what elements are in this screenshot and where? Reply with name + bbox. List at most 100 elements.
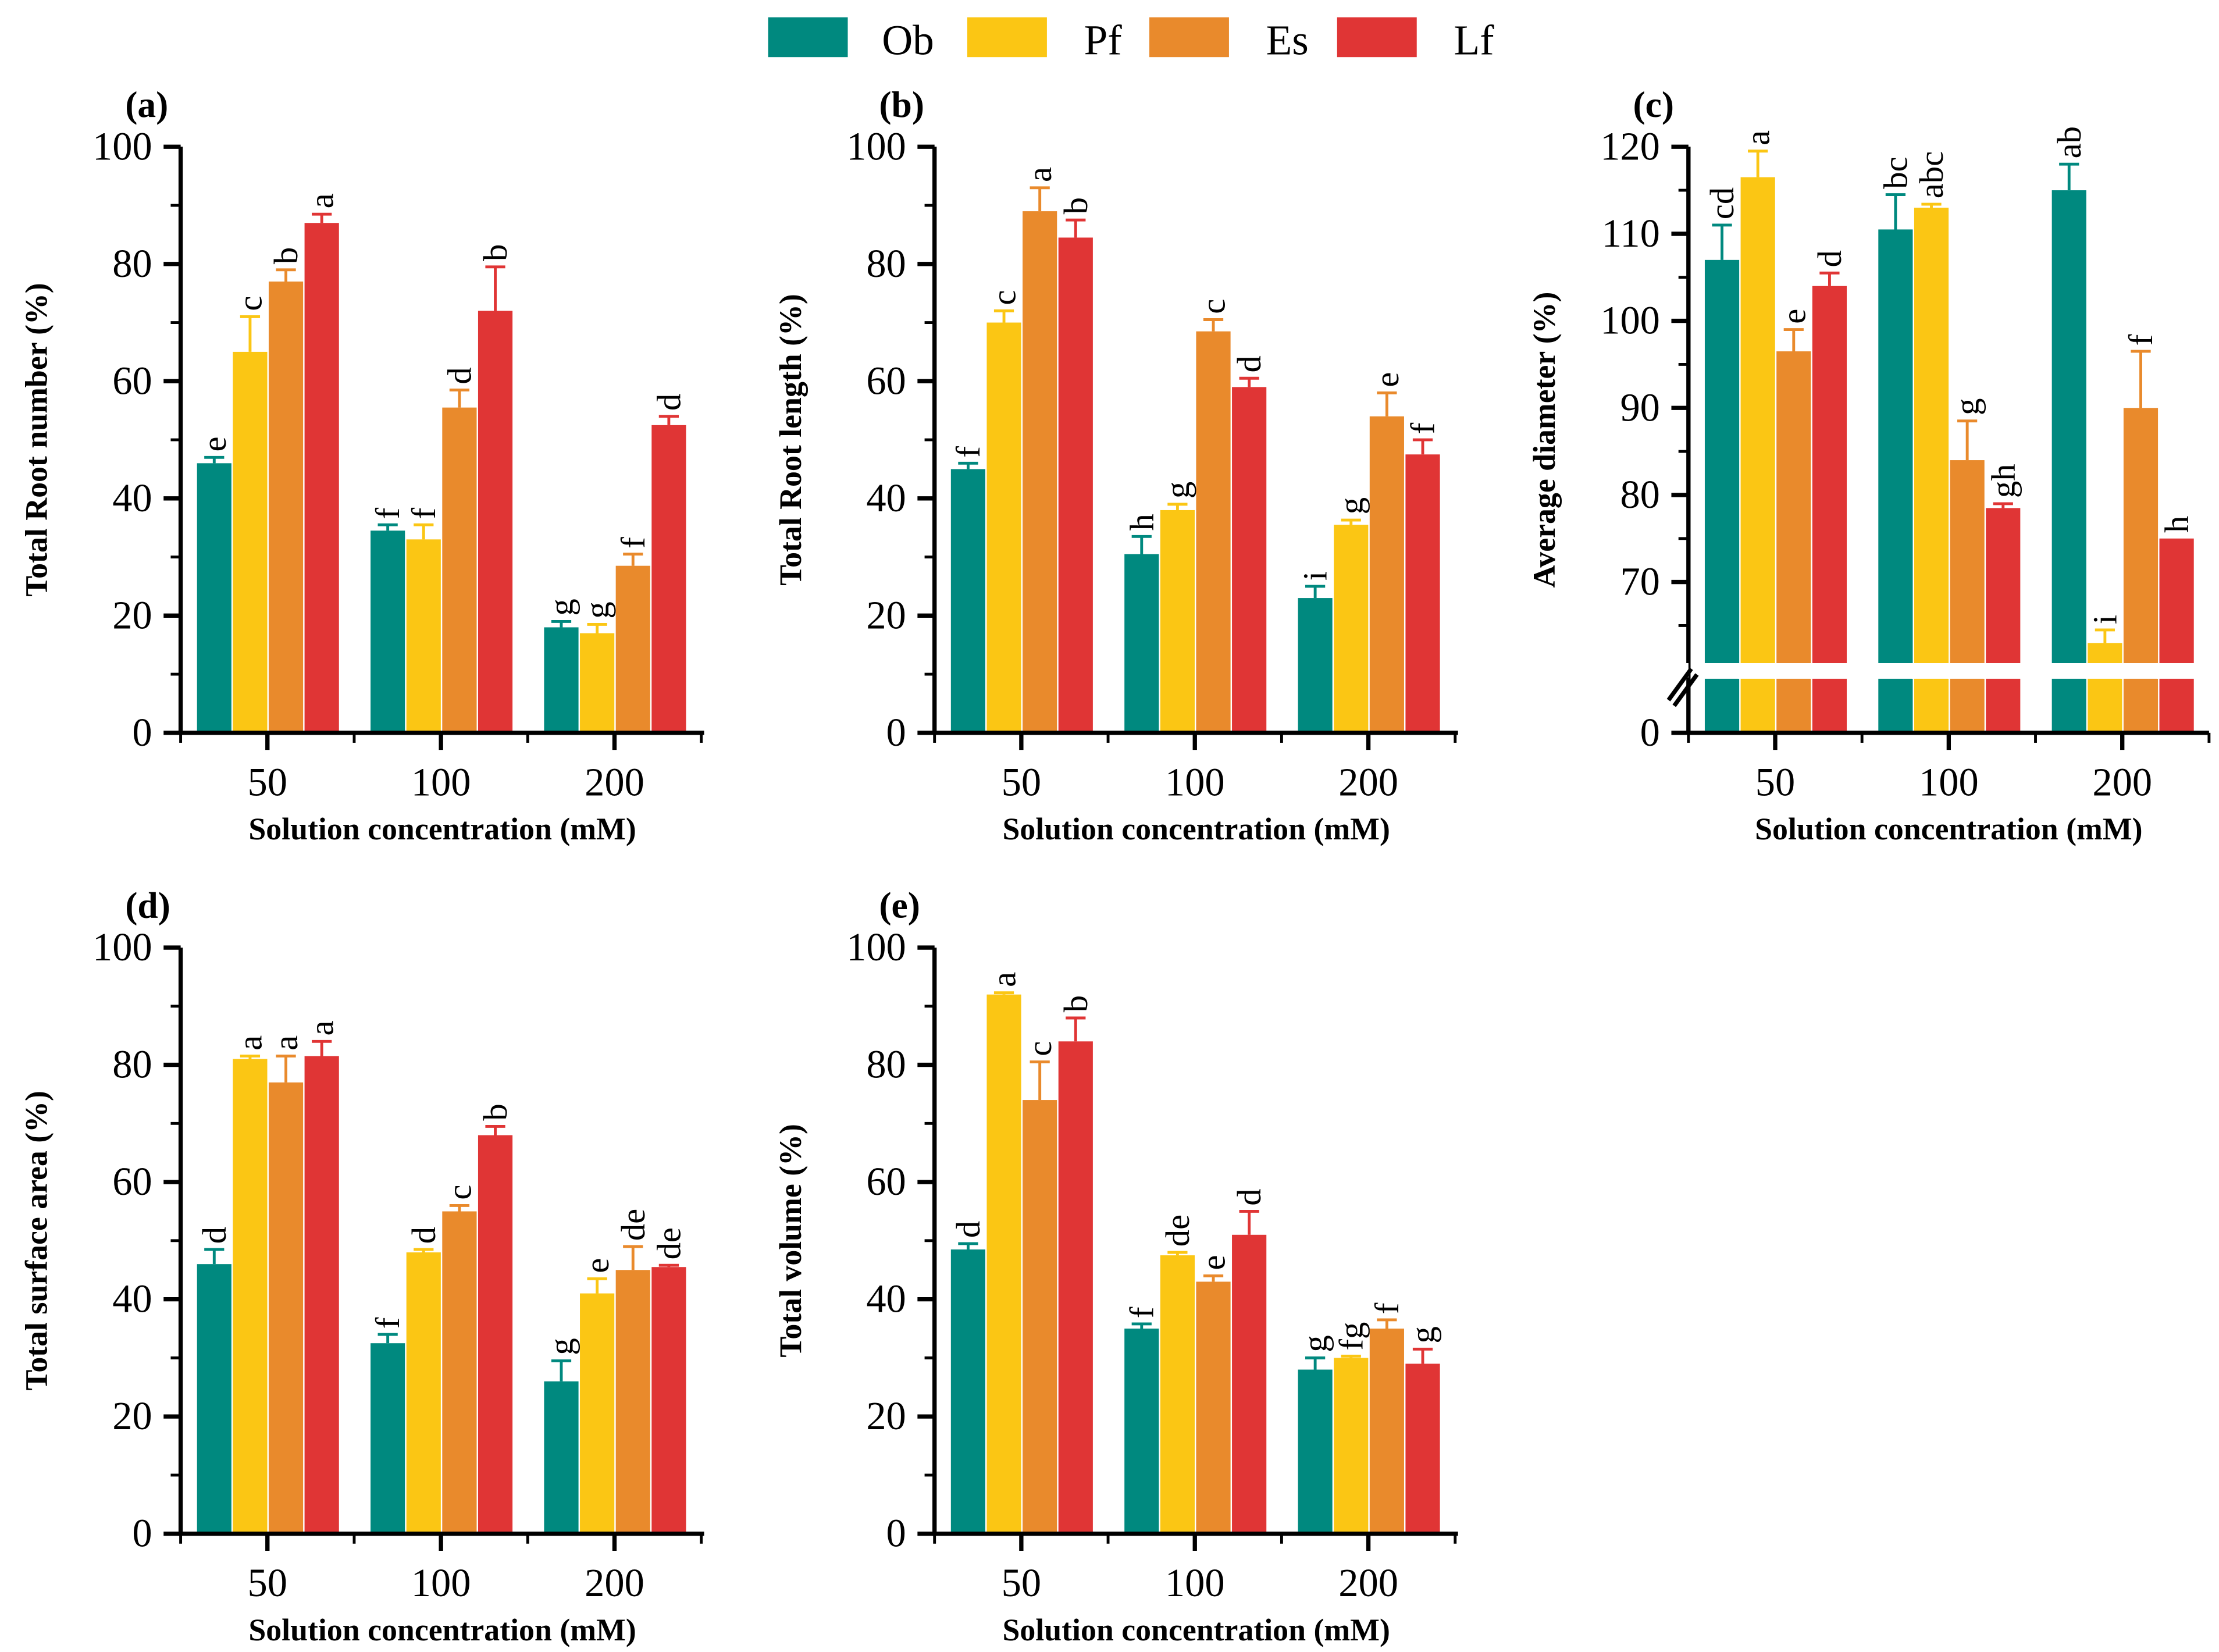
bar-lf-200: [1405, 1363, 1440, 1534]
axis-break-gap: [1983, 663, 2022, 679]
x-tick-label: 50: [1002, 760, 1041, 804]
significance-letter: g: [543, 1338, 580, 1355]
bar-lf-100: [1232, 387, 1267, 733]
significance-letter: b: [476, 1103, 514, 1120]
bar-es-50: [1023, 1100, 1057, 1534]
bar-pf-100: [1160, 1255, 1195, 1534]
bar-pf-200: [1334, 525, 1369, 733]
significance-letter: f: [405, 507, 443, 519]
axis-break-gap: [2157, 663, 2196, 679]
bar-ob-100: [1124, 1328, 1159, 1534]
significance-letter: d: [949, 1221, 987, 1238]
y-tick-label: 70: [1620, 560, 1659, 604]
y-tick-label: 40: [866, 476, 906, 520]
significance-letter: g: [1404, 1326, 1442, 1343]
y-tick-label: 100: [846, 925, 906, 969]
panel-b: (b) f h i c g g a c e b d f 0 20 40 60 80 100 50 100 200 Solut…: [773, 84, 1458, 846]
axis-break-gap: [1876, 663, 1915, 679]
y-tick-label: 80: [866, 241, 906, 286]
bar-pf-50: [986, 322, 1021, 733]
y-axis-title: Total Root number (%): [19, 283, 54, 597]
significance-letter: e: [1195, 1255, 1233, 1270]
significance-letter: e: [195, 436, 233, 451]
legend-label-ob: Ob: [882, 16, 934, 63]
legend-label-lf: Lf: [1454, 16, 1494, 63]
axis-break-gap: [1774, 663, 1813, 679]
bar-ob-50: [197, 1264, 231, 1534]
legend-label-es: Es: [1266, 16, 1309, 63]
x-axis-title: Solution concentration (mM): [248, 811, 636, 846]
bar-es-100: [1950, 460, 1985, 733]
bar-es-200: [1369, 1328, 1404, 1534]
significance-letter: a: [303, 1020, 341, 1035]
bar-es-50: [268, 282, 304, 733]
panel-label: (c): [1633, 84, 1674, 125]
significance-letter: a: [1021, 167, 1059, 182]
x-tick-label: 100: [1165, 1561, 1225, 1605]
bar-ob-50: [197, 463, 231, 733]
legend-swatch-es: [1149, 17, 1229, 58]
axis-break-gap: [1738, 663, 1777, 679]
axis-break-gap: [2049, 663, 2089, 679]
bar-pf-50: [1740, 177, 1775, 733]
bar-es-200: [2123, 408, 2159, 733]
bar-es-200: [615, 1270, 650, 1534]
bar-pf-50: [233, 351, 268, 733]
axis-break-gap: [1702, 663, 1741, 679]
significance-letter: f: [2122, 334, 2160, 346]
y-tick-label: 110: [1602, 211, 1660, 255]
significance-letter: i: [2086, 615, 2124, 624]
bar-pf-200: [580, 633, 615, 733]
significance-letter: a: [303, 193, 341, 208]
bar-es-200: [1369, 416, 1404, 733]
axis-break-gap: [1947, 663, 1986, 679]
legend: Ob Pf Es Lf: [768, 16, 1494, 63]
bar-ob-100: [371, 1343, 405, 1534]
panel-label: (e): [879, 885, 920, 926]
axis-break-gap: [2121, 663, 2160, 679]
bar-lf-100: [478, 1135, 513, 1534]
significance-letter: de: [614, 1209, 652, 1241]
y-tick-label: 90: [1620, 385, 1659, 429]
y-tick-label: 40: [112, 476, 152, 520]
significance-letter: c: [985, 290, 1023, 305]
significance-letter: i: [1297, 571, 1334, 581]
significance-letter: g: [1332, 497, 1370, 514]
y-tick-label: 80: [866, 1042, 906, 1087]
bar-lf-50: [1812, 286, 1847, 733]
y-axis-title: Total Root length (%): [773, 294, 808, 586]
x-tick-label: 200: [1338, 1561, 1398, 1605]
significance-letter: g: [1949, 398, 1986, 415]
significance-letter: d: [1230, 355, 1268, 372]
bar-ob-100: [1124, 554, 1159, 733]
axis-break-gap: [1912, 663, 1951, 679]
y-tick-label: 40: [866, 1277, 906, 1321]
significance-letter: f: [1368, 1302, 1406, 1314]
significance-letter: bc: [1876, 156, 1914, 188]
significance-letter: f: [1123, 1306, 1160, 1318]
y-axis-title: Total volume (%): [773, 1124, 808, 1357]
significance-letter: d: [195, 1227, 233, 1244]
significance-letter: g: [543, 599, 580, 615]
bar-lf-100: [1986, 508, 2021, 733]
axis-break-gap: [1810, 663, 1849, 679]
x-axis-title: Solution concentration (mM): [248, 1612, 636, 1647]
significance-letter: c: [1195, 299, 1233, 314]
bar-pf-50: [986, 994, 1021, 1534]
y-tick-label: 100: [1600, 298, 1660, 343]
y-tick-label: 20: [112, 1394, 152, 1438]
significance-letter: a: [267, 1035, 305, 1051]
legend-swatch-ob: [768, 17, 848, 58]
x-tick-label: 200: [585, 1561, 644, 1605]
bar-pf-100: [406, 539, 441, 733]
x-tick-label: 50: [1002, 1561, 1041, 1605]
bar-ob-200: [1298, 1369, 1333, 1534]
x-tick-label: 100: [1919, 760, 1979, 804]
panel-label: (b): [879, 84, 924, 125]
axis-break-mark: [1672, 673, 1699, 707]
bar-es-50: [1023, 211, 1057, 733]
significance-letter: gh: [1984, 464, 2022, 498]
bar-es-100: [442, 407, 477, 733]
y-tick-label: 20: [112, 593, 152, 637]
